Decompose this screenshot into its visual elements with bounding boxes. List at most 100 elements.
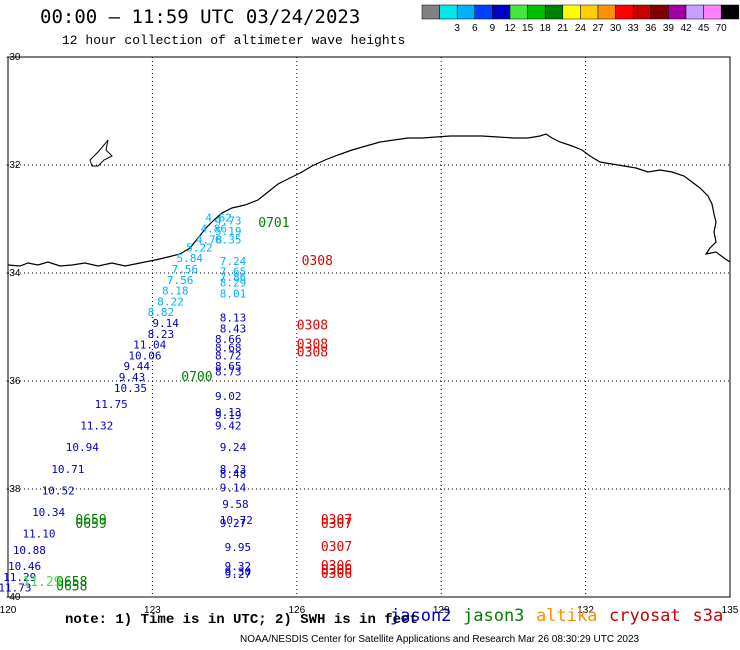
legend-swatch xyxy=(474,4,493,20)
wave-height-value: 8.13 xyxy=(220,312,247,325)
wave-height-value: 7.86 xyxy=(220,271,247,284)
legend-swatch xyxy=(650,4,669,20)
legend-tick-label: 42 xyxy=(680,23,692,34)
legend-swatch xyxy=(456,4,476,20)
latitude-label: -32 xyxy=(6,160,21,171)
wave-height-value: 10.71 xyxy=(51,463,84,476)
footer-credit: NOAA/NESDIS Center for Satellite Applica… xyxy=(240,634,640,645)
wave-height-value: 8.29 xyxy=(220,277,247,290)
wave-height-value: 10.94 xyxy=(66,441,99,454)
legend-swatch xyxy=(492,4,511,20)
wave-height-value: 8.48 xyxy=(220,468,247,481)
legend-tick-label: 3 xyxy=(454,23,460,34)
legend-swatch xyxy=(509,4,528,20)
legend-swatch xyxy=(668,4,687,20)
time-label: 0658 xyxy=(56,575,87,590)
satellite-name-altika: altika xyxy=(536,606,598,626)
legend-swatch xyxy=(632,4,652,20)
latitude-label: -38 xyxy=(6,484,21,495)
wave-height-value: 7.56 xyxy=(167,274,194,287)
wave-height-value: 9.42 xyxy=(215,420,242,433)
legend-tick-label: 24 xyxy=(575,23,587,34)
legend-swatch xyxy=(421,4,440,20)
wave-height-value: 11.10 xyxy=(22,528,55,541)
wave-height-value: 8.66 xyxy=(215,333,242,346)
legend-tick-label: 39 xyxy=(663,23,675,34)
legend-swatch xyxy=(685,4,704,20)
wave-height-value: 9.14 xyxy=(220,482,247,495)
wave-height-value: 9.13 xyxy=(215,406,242,419)
legend-tick-label: 12 xyxy=(504,23,516,34)
time-label: 0308 xyxy=(297,346,328,361)
legend-swatch xyxy=(439,4,458,20)
legend-tick-label: 18 xyxy=(540,23,552,34)
legend-swatch xyxy=(597,4,616,20)
wave-height-value: 7.24 xyxy=(220,255,247,268)
time-label: 0701 xyxy=(258,216,289,231)
wave-height-value: 9.30 xyxy=(225,565,252,578)
wave-height-value: 7.56 xyxy=(172,263,199,276)
legend-tick-label: 9 xyxy=(490,23,496,34)
wave-height-value: 7.65 xyxy=(220,266,247,279)
longitude-label: 126 xyxy=(288,605,305,616)
wave-height-value: 8.01 xyxy=(220,287,247,300)
time-label: 0659 xyxy=(75,517,106,532)
wave-height-value: 11.29 xyxy=(3,571,36,584)
wave-height-value: 9.24 xyxy=(220,441,247,454)
time-label: 0308 xyxy=(297,319,328,334)
latitude-label: -34 xyxy=(6,268,21,279)
grid-lines xyxy=(8,57,730,597)
legend-tick-label: 45 xyxy=(698,23,710,34)
longitude-label: 132 xyxy=(577,605,594,616)
wave-height-value: 4.78 xyxy=(196,233,223,246)
legend-swatch xyxy=(703,4,722,20)
wave-height-value: 10.46 xyxy=(8,560,41,573)
note-text: note: 1) Time is in UTC; 2) SWH is in fe… xyxy=(65,612,418,628)
wave-height-value: 5.19 xyxy=(215,225,242,238)
wave-height-value: 10.34 xyxy=(32,506,65,519)
wave-height-value: 9.14 xyxy=(152,317,179,330)
wave-height-value: 8.22 xyxy=(157,295,184,308)
wave-height-value: 11.75 xyxy=(95,398,128,411)
satellite-name-cryosat: cryosat xyxy=(609,606,681,626)
time-label: 11.29 xyxy=(22,575,61,590)
coastline xyxy=(7,133,731,267)
wave-height-value: 10.06 xyxy=(128,349,161,362)
page-subtitle: 12 hour collection of altimeter wave hei… xyxy=(62,33,406,48)
longitude-label: 135 xyxy=(722,605,739,616)
wave-height-value: 9.19 xyxy=(215,409,242,422)
time-label: 0307 xyxy=(321,513,352,528)
legend-swatch xyxy=(720,4,740,20)
legend-swatch xyxy=(527,4,546,20)
wave-height-value: 11.04 xyxy=(133,339,166,352)
wave-height-value: 9.27 xyxy=(220,517,247,530)
wave-height-value: 10.35 xyxy=(114,382,147,395)
legend-tick-label: 33 xyxy=(628,23,640,34)
latitude-label: -30 xyxy=(6,52,21,63)
wave-height-value: 9.27 xyxy=(225,568,252,581)
satellite-name-jason3: jason3 xyxy=(463,606,525,626)
time-label: 0306 xyxy=(321,559,352,574)
legend-swatch xyxy=(615,4,634,20)
wave-height-value: 4.73 xyxy=(215,214,242,227)
time-label: 0306 xyxy=(321,563,352,578)
longitude-label: 120 xyxy=(0,605,17,616)
legend-tick-label: 21 xyxy=(557,23,569,34)
legend-tick-label: 27 xyxy=(592,23,604,34)
legend-tick-label: 15 xyxy=(522,23,534,34)
wave-height-value: 9.58 xyxy=(222,498,249,511)
time-label: 0658 xyxy=(56,580,87,595)
time-label: 0307 xyxy=(321,517,352,532)
wave-height-value: 11.73 xyxy=(0,582,31,595)
legend-swatch xyxy=(580,4,599,20)
wave-height-value: 9.02 xyxy=(215,390,242,403)
wave-height-value: 9.95 xyxy=(225,541,252,554)
latitude-label: -36 xyxy=(6,376,21,387)
wave-height-value: 10.72 xyxy=(220,514,253,527)
longitude-label: 129 xyxy=(433,605,450,616)
wave-height-value: 5.84 xyxy=(176,252,203,265)
wave-height-value: 4.86 xyxy=(201,223,228,236)
axis-labels: 120 123 126 129 132 135 -30 -32 -34 -36 -38 -40 xyxy=(0,52,739,616)
